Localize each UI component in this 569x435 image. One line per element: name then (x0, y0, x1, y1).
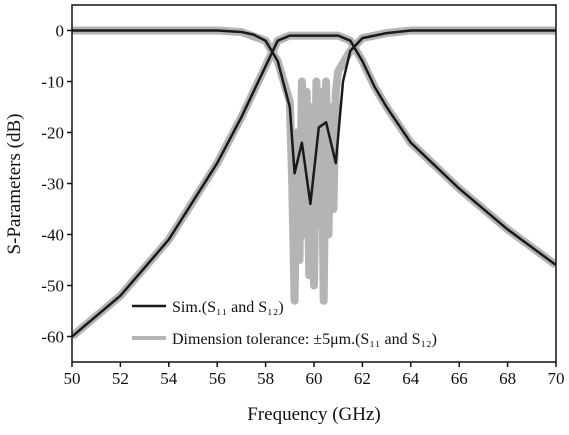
legend-text: Sim.(S₁₁ and S₁₂) (172, 299, 284, 316)
plot-frame (71, 4, 557, 363)
x-tick-label: 56 (209, 369, 226, 388)
series-line (72, 29, 556, 206)
x-tick-label: 50 (64, 369, 81, 388)
x-tick-label: 64 (402, 369, 420, 388)
y-tick-label: -50 (41, 277, 64, 296)
x-tick-label: 70 (548, 369, 565, 388)
x-axis-label: Frequency (GHz) (247, 404, 380, 425)
y-axis-label: S-Parameters (dB) (4, 114, 25, 255)
series-line (72, 26, 556, 305)
x-tick-label: 60 (306, 369, 323, 388)
y-tick-label: 0 (56, 22, 65, 41)
series-line (72, 34, 556, 338)
y-tick-label: -20 (41, 124, 64, 143)
x-tick-label: 52 (112, 369, 129, 388)
y-tick-label: -60 (41, 328, 64, 347)
x-tick-label: 62 (354, 369, 371, 388)
y-tick-label: -30 (41, 175, 64, 194)
x-tick-label: 54 (160, 369, 178, 388)
legend-text: Dimension tolerance: ±5μm.(S₁₁ and S₁₂) (172, 331, 437, 348)
y-tick-label: -40 (41, 226, 64, 245)
y-tick-label: -10 (41, 73, 64, 92)
x-tick-label: 68 (499, 369, 516, 388)
x-tick-label: 66 (451, 369, 468, 388)
x-tick-label: 58 (257, 369, 274, 388)
